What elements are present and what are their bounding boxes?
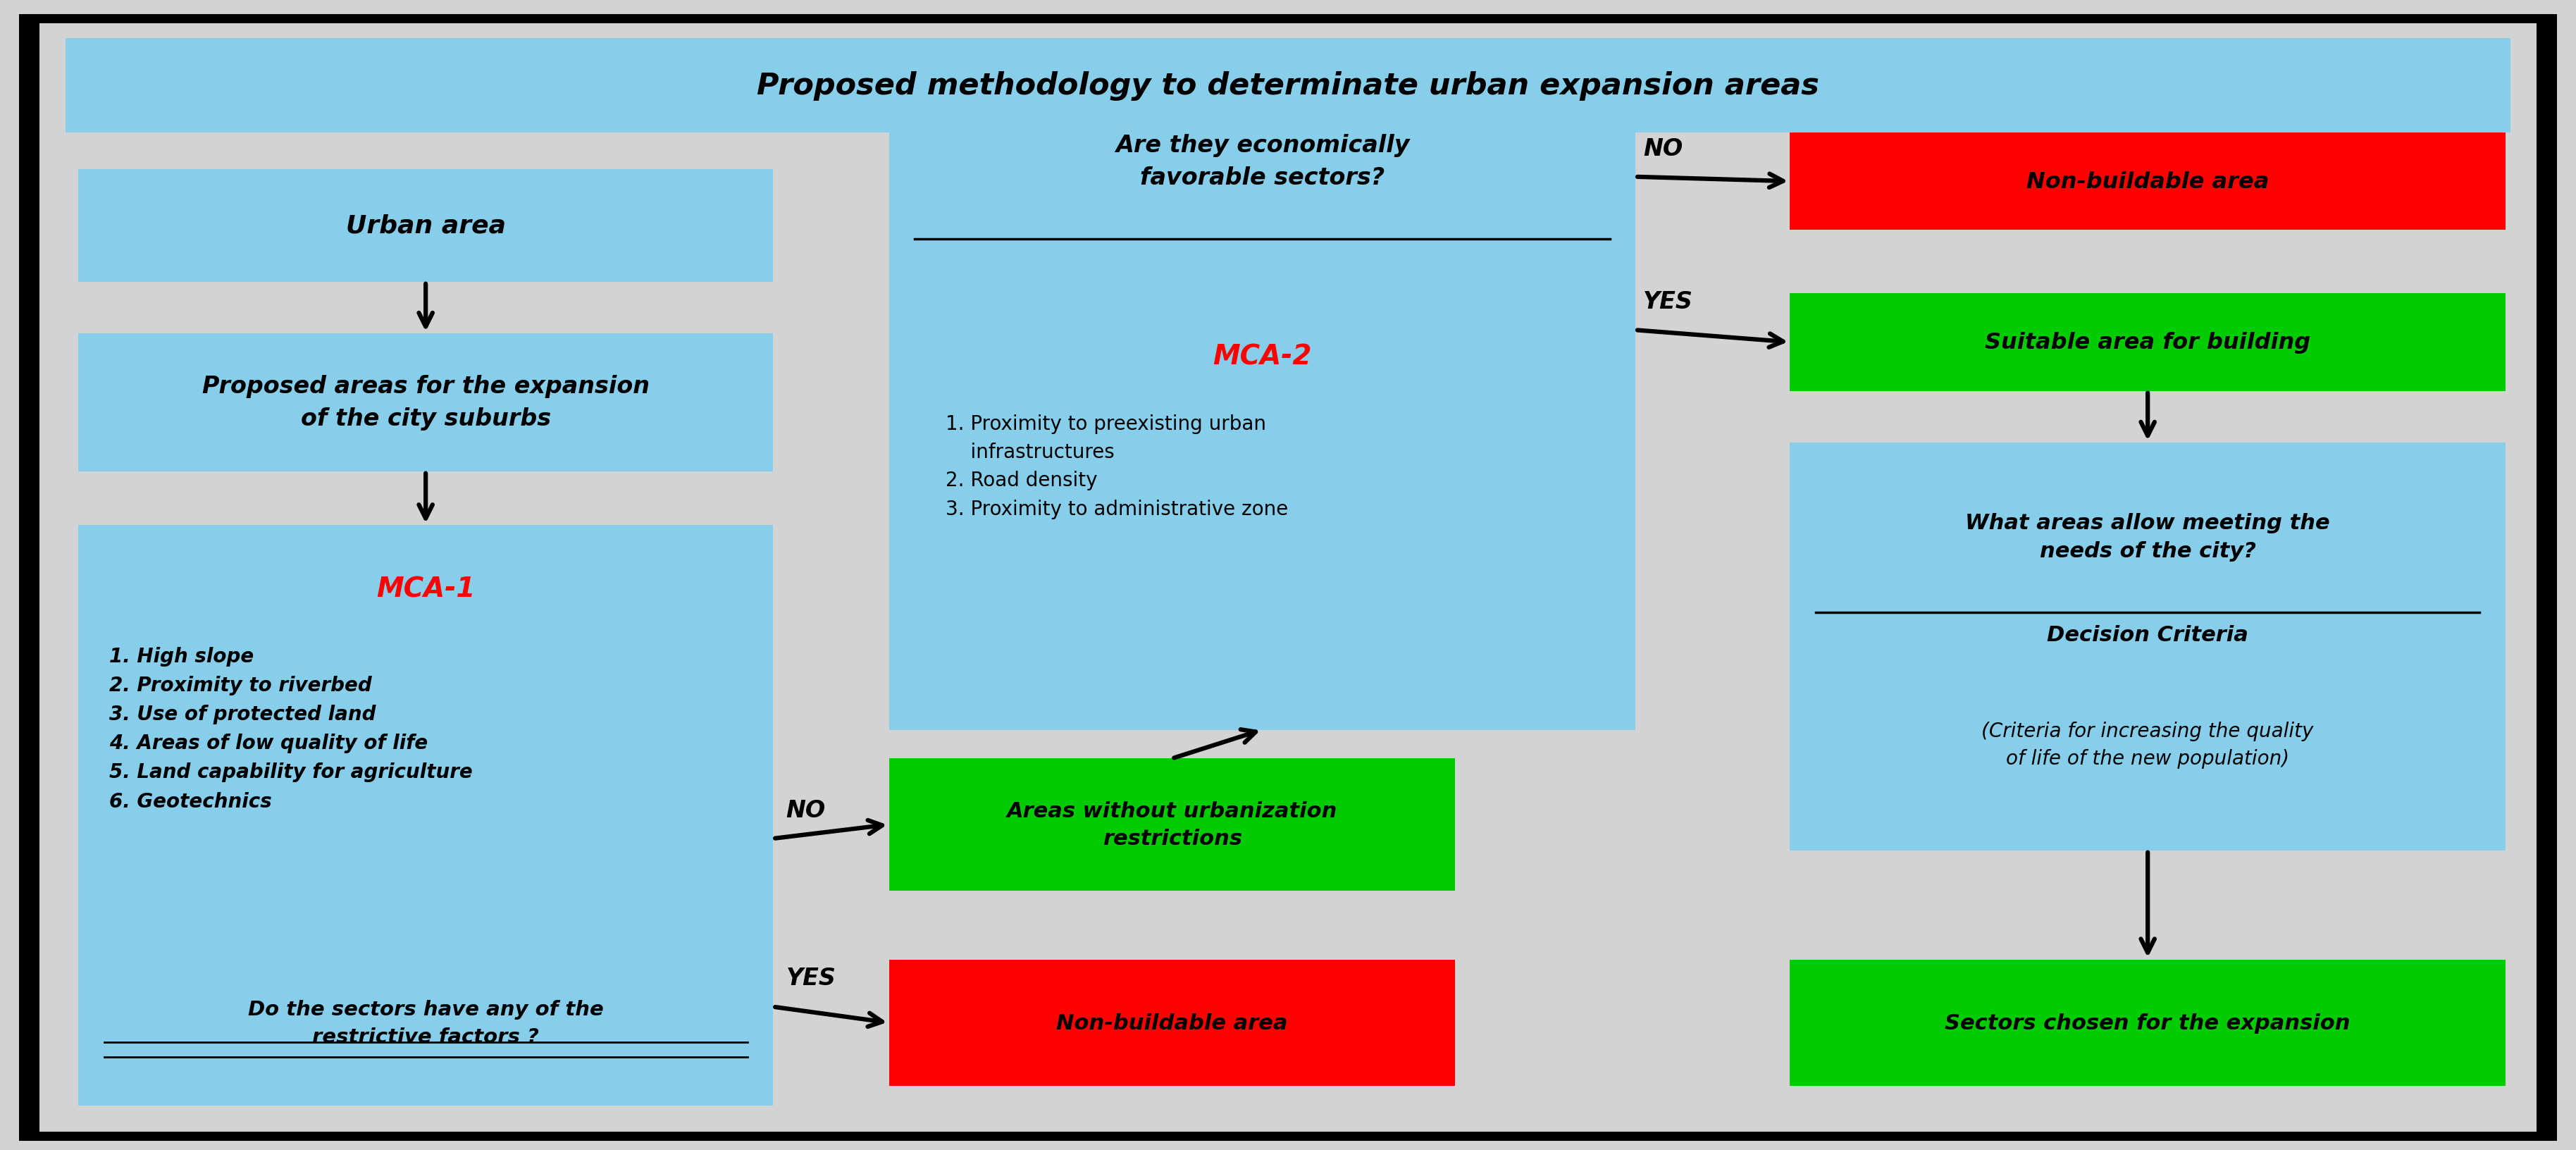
FancyBboxPatch shape: [889, 64, 1636, 730]
Text: Decision Criteria: Decision Criteria: [2048, 624, 2249, 645]
Text: What areas allow meeting the
needs of the city?: What areas allow meeting the needs of th…: [1965, 513, 2331, 561]
FancyBboxPatch shape: [1790, 133, 2506, 231]
Text: NO: NO: [786, 798, 827, 821]
Text: 1. Proximity to preexisting urban
    infrastructures
2. Road density
3. Proximi: 1. Proximity to preexisting urban infras…: [945, 414, 1288, 519]
FancyBboxPatch shape: [889, 959, 1455, 1086]
FancyBboxPatch shape: [62, 163, 788, 289]
FancyBboxPatch shape: [1777, 288, 2519, 397]
Text: NO: NO: [1643, 137, 1682, 160]
Text: (Criteria for increasing the quality
of life of the new population): (Criteria for increasing the quality of …: [1981, 721, 2313, 768]
Text: YES: YES: [786, 966, 837, 990]
FancyBboxPatch shape: [873, 58, 1651, 737]
FancyBboxPatch shape: [77, 170, 773, 282]
FancyBboxPatch shape: [889, 759, 1455, 891]
Text: Non-buildable area: Non-buildable area: [1056, 1012, 1288, 1033]
Text: Urban area: Urban area: [345, 214, 505, 238]
FancyBboxPatch shape: [1775, 436, 2522, 858]
FancyBboxPatch shape: [1790, 443, 2506, 851]
FancyBboxPatch shape: [1790, 959, 2506, 1086]
FancyBboxPatch shape: [64, 39, 2512, 133]
Text: Suitable area for building: Suitable area for building: [1986, 331, 2311, 353]
FancyBboxPatch shape: [77, 526, 773, 1105]
FancyBboxPatch shape: [39, 24, 2537, 1132]
Text: Non-buildable area: Non-buildable area: [2027, 171, 2269, 193]
Text: Proposed areas for the expansion
of the city suburbs: Proposed areas for the expansion of the …: [201, 375, 649, 430]
FancyBboxPatch shape: [46, 31, 2530, 141]
FancyBboxPatch shape: [876, 753, 1468, 897]
FancyBboxPatch shape: [907, 293, 1618, 696]
Text: Do the sectors have any of the
restrictive factors ?: Do the sectors have any of the restricti…: [247, 999, 603, 1047]
FancyBboxPatch shape: [876, 953, 1468, 1091]
FancyBboxPatch shape: [62, 519, 788, 1112]
Text: MCA-1: MCA-1: [376, 575, 474, 603]
FancyBboxPatch shape: [1777, 128, 2519, 237]
FancyBboxPatch shape: [1777, 953, 2519, 1091]
Text: 1. High slope
2. Proximity to riverbed
3. Use of protected land
4. Areas of low : 1. High slope 2. Proximity to riverbed 3…: [108, 646, 471, 811]
Text: MCA-2: MCA-2: [1213, 344, 1311, 370]
FancyBboxPatch shape: [920, 299, 1605, 690]
Text: Areas without urbanization
restrictions: Areas without urbanization restrictions: [1007, 802, 1337, 849]
FancyBboxPatch shape: [1790, 293, 2506, 391]
FancyBboxPatch shape: [77, 334, 773, 472]
Text: Are they economically
favorable sectors?: Are they economically favorable sectors?: [1115, 133, 1409, 190]
Text: YES: YES: [1643, 290, 1692, 314]
Text: Proposed methodology to determinate urban expansion areas: Proposed methodology to determinate urba…: [757, 71, 1819, 101]
Text: Sectors chosen for the expansion: Sectors chosen for the expansion: [1945, 1012, 2349, 1033]
FancyBboxPatch shape: [18, 15, 2558, 1141]
FancyBboxPatch shape: [62, 327, 788, 478]
